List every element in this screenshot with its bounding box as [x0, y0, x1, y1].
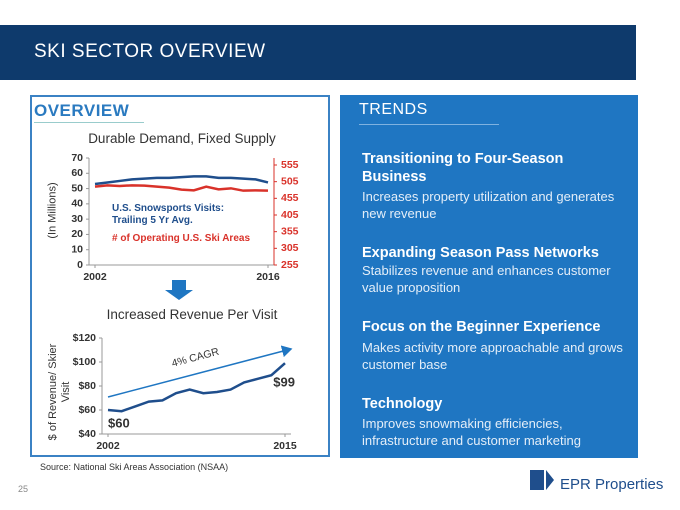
y-tick-label: 20 [71, 228, 83, 240]
trends-title: TRENDS [359, 101, 428, 118]
y-tick-label: 70 [71, 152, 83, 164]
y-tick-label: 60 [71, 167, 83, 179]
trend-heading: Technology [362, 396, 443, 412]
chart-title: Durable Demand, Fixed Supply [88, 131, 276, 146]
data-label: $60 [108, 415, 130, 430]
y-tick-label: $100 [73, 356, 97, 368]
page-number: 25 [18, 484, 29, 494]
logo-mark [530, 470, 554, 490]
down-arrow [165, 280, 193, 300]
y-tick-label: 30 [71, 213, 83, 225]
header-bar [0, 25, 636, 80]
y-tick-label: 50 [71, 182, 83, 194]
x-tick-label: 2002 [83, 271, 107, 283]
logo-text: EPR Properties [560, 476, 664, 493]
divider [359, 124, 499, 125]
x-tick-label: 2002 [96, 440, 120, 452]
x-tick-label: 2015 [273, 440, 297, 452]
x-tick-label: 2016 [256, 271, 280, 283]
y2-tick-label: 255 [281, 259, 299, 271]
series-line [94, 175, 269, 186]
trends-panel [340, 95, 638, 458]
series-line [94, 184, 269, 192]
trend-heading: Expanding Season Pass Networks [362, 245, 599, 261]
trend-body: Improves snowmaking efficiencies, infras… [362, 416, 581, 448]
trend-arrow [107, 345, 293, 398]
header-title: SKI SECTOR OVERVIEW [34, 41, 266, 62]
overview-panel [30, 95, 330, 457]
y2-tick-label: 555 [281, 159, 299, 171]
y-tick-label: $120 [73, 332, 97, 344]
data-label: $99 [273, 375, 295, 390]
y2-tick-label: 305 [281, 242, 299, 254]
divider [34, 122, 144, 123]
series-line [107, 362, 286, 413]
legend-entry: # of Operating U.S. Ski Areas [112, 233, 251, 244]
y-tick-label: $80 [78, 380, 96, 392]
trend-body: Increases property utilization and gener… [362, 189, 615, 221]
overview-title: OVERVIEW [34, 101, 130, 120]
y-tick-label: 40 [71, 198, 83, 210]
y2-tick-label: 505 [281, 175, 299, 187]
trend-heading: Focus on the Beginner Experience [362, 319, 601, 335]
y-tick-label: 0 [77, 259, 83, 271]
trend-body: Stabilizes revenue and enhances customer… [362, 263, 611, 295]
y-tick-label: $40 [78, 428, 96, 440]
y-tick-label: 10 [71, 243, 83, 255]
y-tick-label: $60 [78, 404, 96, 416]
y2-tick-label: 355 [281, 225, 299, 237]
y2-tick-label: 405 [281, 209, 299, 221]
y2-tick-label: 455 [281, 192, 299, 204]
trend-body: Makes activity more approachable and gro… [362, 340, 623, 372]
source-note: Source: National Ski Areas Association (… [40, 462, 229, 472]
legend-entry: U.S. Snowsports Visits: Trailing 5 Yr Av… [112, 203, 225, 226]
trend-heading: Transitioning to Four-Season Business [362, 151, 564, 185]
chart-title: Increased Revenue Per Visit [106, 307, 278, 322]
